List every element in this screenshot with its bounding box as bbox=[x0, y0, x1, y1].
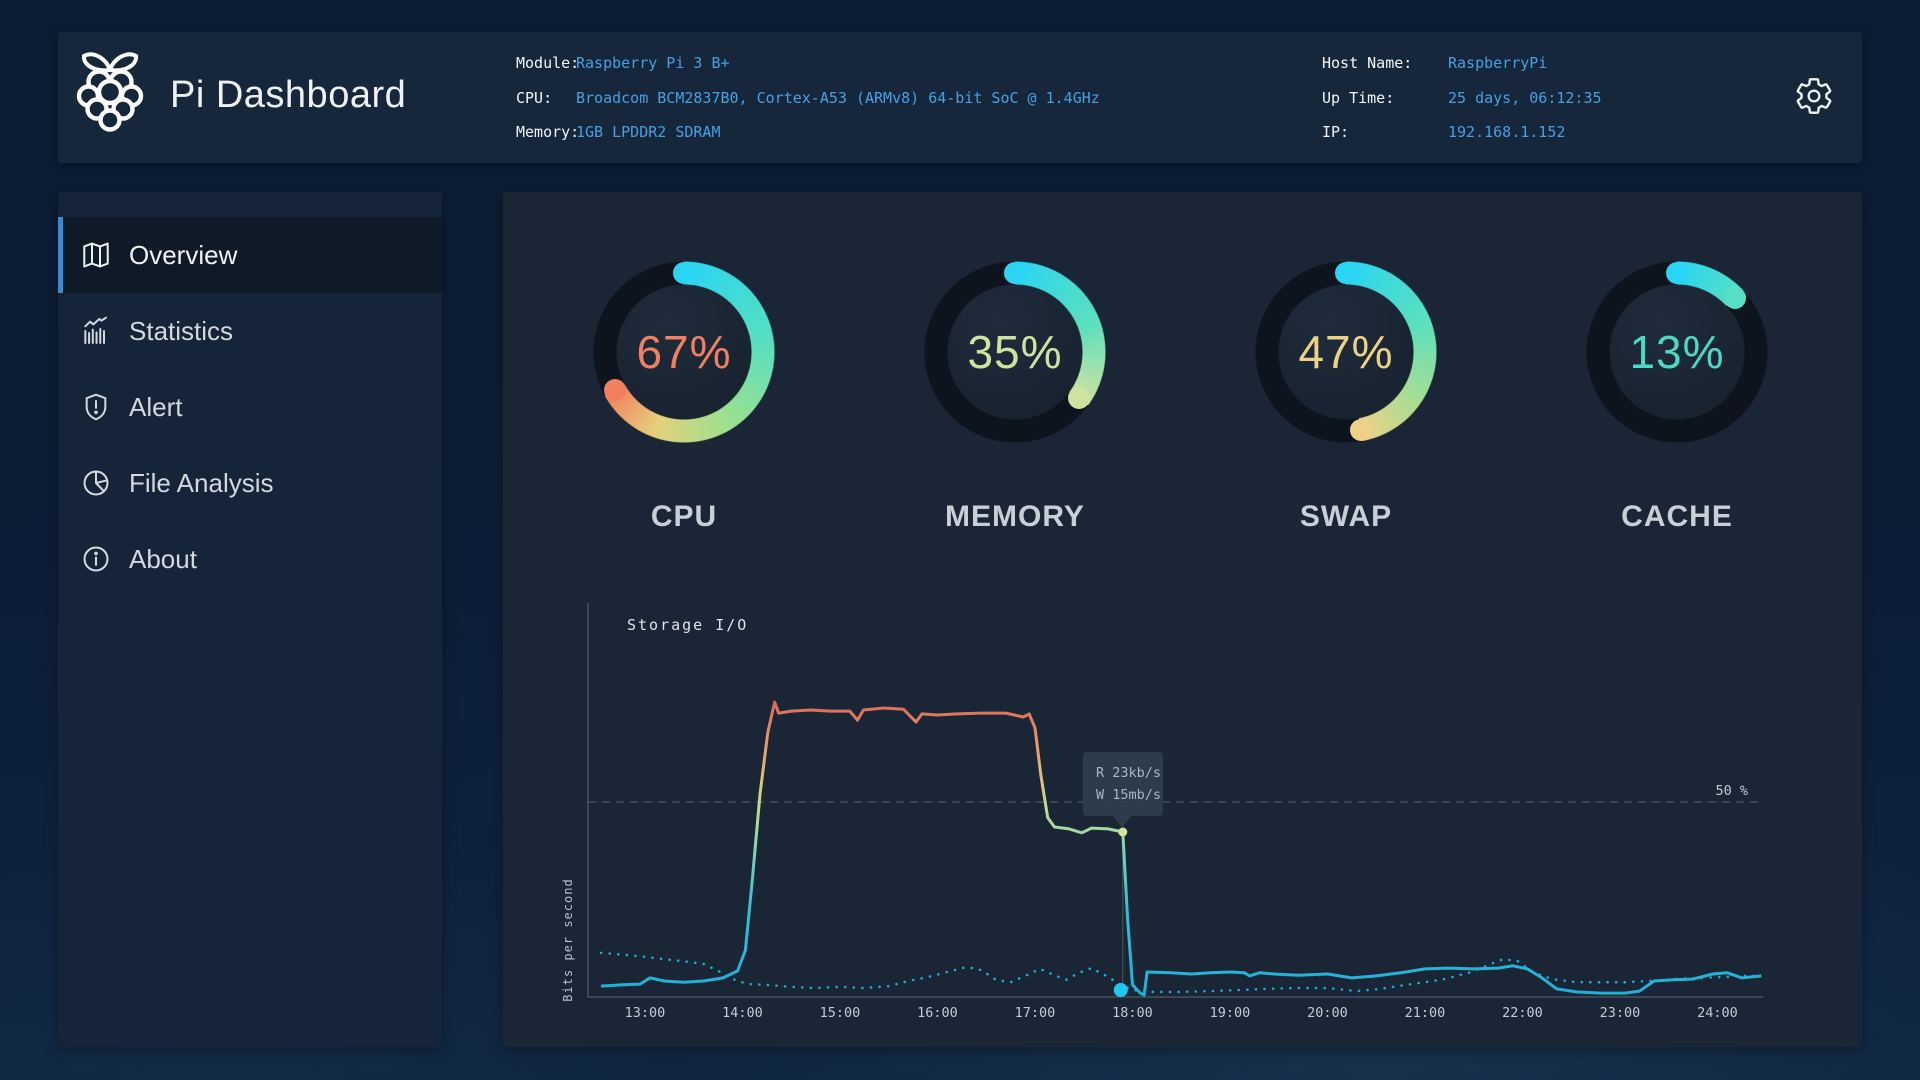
host-info-block: Host Name: RaspberryPi Up Time: 25 days,… bbox=[1322, 46, 1602, 150]
gauge-arc-start-cap bbox=[1335, 262, 1357, 284]
gauge-cache: 13% CACHE bbox=[1585, 260, 1769, 534]
sidebar: Overview Statistics Alert File Analysis … bbox=[58, 192, 442, 1047]
host-info-value: RaspberryPi bbox=[1448, 54, 1548, 73]
system-info-row: CPU: Broadcom BCM2837B0, Cortex-A53 (ARM… bbox=[516, 81, 1100, 116]
x-tick-label: 17:00 bbox=[1015, 1005, 1056, 1021]
x-tick-label: 13:00 bbox=[625, 1005, 666, 1021]
system-info-value: 1GB LPDDR2 SDRAM bbox=[576, 123, 721, 142]
system-info-row: Module: Raspberry Pi 3 B+ bbox=[516, 46, 1100, 81]
x-tick-label: 21:00 bbox=[1405, 1005, 1446, 1021]
system-info-value: Broadcom BCM2837B0, Cortex-A53 (ARMv8) 6… bbox=[576, 88, 1100, 107]
host-info-label: IP: bbox=[1322, 123, 1350, 142]
read-marker-dot bbox=[1113, 983, 1128, 997]
x-tick-label: 22:00 bbox=[1502, 1005, 1543, 1021]
x-tick-label: 20:00 bbox=[1307, 1005, 1348, 1021]
gauge-swap-label: SWAP bbox=[1299, 500, 1393, 533]
gauge-arc-start-cap bbox=[1004, 262, 1026, 284]
gauge-arc-start-cap bbox=[673, 262, 695, 284]
host-info-value: 25 days, 06:12:35 bbox=[1448, 88, 1602, 107]
x-tick-label: 18:00 bbox=[1112, 1005, 1153, 1021]
system-info-block: Module: Raspberry Pi 3 B+ CPU: Broadcom … bbox=[516, 46, 1100, 150]
x-tick-label: 19:00 bbox=[1210, 1005, 1251, 1021]
gauge-memory-dial: 35% bbox=[923, 260, 1107, 444]
chart-tooltip: R 23kb/s W 15mb/s bbox=[1083, 752, 1163, 828]
gauge-arc bbox=[923, 260, 1107, 444]
shield-alert-icon bbox=[80, 391, 112, 423]
gauge-cpu-label: CPU bbox=[650, 500, 718, 533]
sidebar-item-label: Statistics bbox=[129, 315, 234, 346]
gauge-memory-label: MEMORY bbox=[945, 500, 1085, 533]
gauge-arc-end-cap bbox=[603, 379, 626, 402]
chart-title: Storage I/O bbox=[627, 616, 748, 634]
gauge-arc-end-cap bbox=[1349, 418, 1372, 441]
gauge-arc-start-cap bbox=[1666, 262, 1688, 284]
sidebar-item-label: Alert bbox=[129, 391, 183, 422]
gauge-swap: 47% SWAP bbox=[1254, 260, 1438, 534]
sidebar-item-file-analysis[interactable]: File Analysis bbox=[58, 445, 442, 521]
gear-icon[interactable] bbox=[1794, 76, 1834, 116]
gauge-memory: 35% MEMORY bbox=[923, 260, 1107, 534]
sidebar-item-statistics[interactable]: Statistics bbox=[58, 293, 442, 369]
gridline-label: 50 % bbox=[1715, 783, 1748, 799]
storage-io-chart[interactable]: R 23kb/s W 15mb/s 13:00 14:00 15:00 16:00 17:0… bbox=[560, 590, 1810, 1040]
gauge-swap-dial: 47% bbox=[1254, 260, 1438, 444]
chart-axis bbox=[587, 603, 1763, 998]
x-tick-label: 23:00 bbox=[1600, 1005, 1641, 1021]
host-info-value: 192.168.1.152 bbox=[1448, 123, 1566, 142]
gauge-arc-end-cap bbox=[1067, 387, 1090, 410]
system-info-label: CPU: bbox=[516, 88, 553, 107]
header-bar: Pi Dashboard Module: Raspberry Pi 3 B+ C… bbox=[58, 32, 1862, 163]
gauge-memory-value: 35% bbox=[967, 326, 1063, 378]
sidebar-item-alert[interactable]: Alert bbox=[58, 369, 442, 445]
host-info-label: Up Time: bbox=[1322, 88, 1395, 107]
host-info-row: IP: 192.168.1.152 bbox=[1322, 115, 1602, 150]
gauge-cpu-value: 67% bbox=[636, 326, 732, 378]
sidebar-item-about[interactable]: About bbox=[58, 521, 442, 597]
write-marker-dot bbox=[1118, 827, 1128, 837]
gauge-cpu-dial: 67% bbox=[592, 260, 776, 444]
gauge-cache-value: 13% bbox=[1629, 326, 1725, 378]
write-series-line bbox=[601, 700, 1762, 997]
stats-icon bbox=[80, 315, 112, 347]
x-tick-label: 15:00 bbox=[820, 1005, 861, 1021]
x-tick-label: 14:00 bbox=[722, 1005, 763, 1021]
sidebar-item-label: Overview bbox=[129, 239, 238, 270]
tooltip-row: W 15mb/s bbox=[1096, 787, 1161, 803]
app-title: Pi Dashboard bbox=[170, 74, 407, 116]
sidebar-item-overview[interactable]: Overview bbox=[58, 217, 442, 293]
host-info-row: Host Name: RaspberryPi bbox=[1322, 46, 1602, 81]
gauge-arc bbox=[1254, 260, 1438, 444]
raspberry-logo-icon bbox=[75, 48, 145, 134]
sidebar-item-label: About bbox=[129, 543, 197, 574]
info-icon bbox=[80, 543, 112, 575]
host-info-label: Host Name: bbox=[1322, 54, 1413, 73]
gauge-cache-dial: 13% bbox=[1585, 260, 1769, 444]
gauge-swap-value: 47% bbox=[1298, 326, 1394, 378]
system-info-label: Module: bbox=[516, 54, 580, 73]
gauge-arc bbox=[592, 260, 776, 444]
map-icon bbox=[80, 239, 112, 271]
host-info-row: Up Time: 25 days, 06:12:35 bbox=[1322, 81, 1602, 116]
x-tick-label: 16:00 bbox=[917, 1005, 958, 1021]
gauge-arc-end-cap bbox=[1723, 286, 1746, 309]
system-info-row: Memory: 1GB LPDDR2 SDRAM bbox=[516, 115, 1100, 150]
system-info-label: Memory: bbox=[516, 123, 580, 142]
sidebar-item-label: File Analysis bbox=[129, 467, 274, 498]
gauge-cache-label: CACHE bbox=[1621, 500, 1733, 533]
y-axis-label: Bits per second bbox=[561, 878, 575, 1001]
x-tick-label: 24:00 bbox=[1697, 1005, 1738, 1021]
read-series-line bbox=[599, 951, 1763, 994]
nav-list: Overview Statistics Alert File Analysis … bbox=[58, 217, 442, 597]
main-panel: 67% CPU 35% MEMORY 47% SWAP bbox=[503, 192, 1862, 1047]
tooltip-row: R 23kb/s bbox=[1096, 765, 1161, 781]
system-info-value: Raspberry Pi 3 B+ bbox=[576, 54, 730, 73]
gauge-cpu: 67% CPU bbox=[592, 260, 776, 534]
pie-icon bbox=[80, 467, 112, 499]
